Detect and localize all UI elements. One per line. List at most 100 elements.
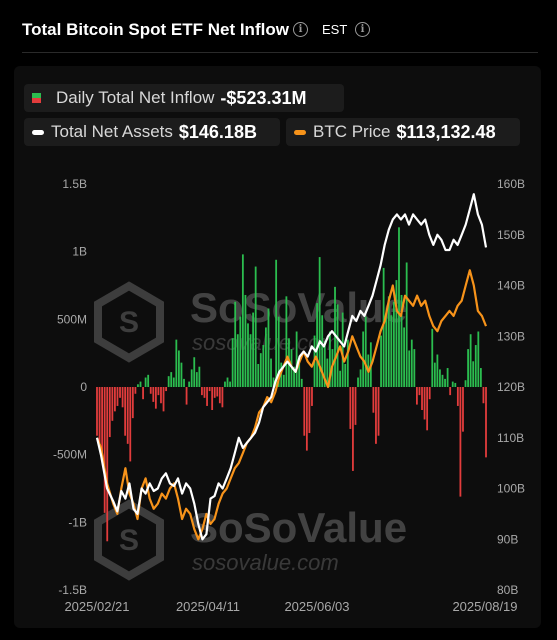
inflow-bar — [137, 384, 139, 387]
timezone-label[interactable]: EST — [322, 22, 348, 37]
sosovalue-logo-icon: S — [94, 499, 164, 581]
inflow-bar — [451, 381, 454, 387]
inflow-bar — [121, 387, 124, 408]
inflow-bar — [277, 316, 280, 387]
legend-btc-price[interactable]: BTC Price $113,132.48 — [286, 118, 520, 146]
line-swatch-icon — [32, 129, 44, 135]
inflow-bar — [216, 387, 219, 397]
x-tick-label: 2025/02/21 — [64, 599, 129, 614]
inflow-bar — [349, 387, 352, 429]
inflow-bar — [257, 363, 260, 387]
inflow-bar — [208, 387, 211, 392]
inflow-bar — [98, 387, 101, 448]
inflow-bar — [328, 331, 331, 387]
line-swatch-icon — [294, 129, 306, 135]
split-swatch-icon — [32, 93, 41, 103]
inflow-bar — [474, 345, 477, 387]
inflow-bar — [439, 369, 441, 387]
inflow-bar — [183, 378, 185, 387]
left-tick-label: -500M — [53, 448, 87, 462]
inflow-bar — [395, 280, 398, 387]
inflow-bar — [380, 335, 382, 387]
right-tick-label: 130B — [497, 329, 525, 343]
inflow-bar — [382, 267, 385, 387]
inflow-bar — [160, 387, 162, 404]
inflow-bar — [116, 387, 119, 406]
inflow-bar — [142, 387, 144, 400]
inflow-bar — [336, 304, 339, 387]
inflow-bar — [456, 387, 459, 406]
inflow-bar — [96, 387, 98, 436]
inflow-bar — [203, 387, 206, 398]
inflow-bar — [236, 334, 239, 387]
inflow-bar — [416, 387, 418, 405]
inflow-bar — [162, 387, 165, 412]
inflow-bar — [398, 227, 400, 387]
inflow-bar — [267, 308, 270, 387]
inflow-bar — [193, 357, 196, 387]
inflow-bar — [375, 387, 377, 444]
inflow-bar — [270, 358, 272, 387]
inflow-bar — [436, 354, 439, 387]
right-tick-label: 160B — [497, 177, 525, 191]
inflow-bar — [185, 387, 188, 405]
info-circle-icon[interactable]: i — [355, 22, 370, 37]
inflow-bar — [275, 259, 278, 387]
inflow-bar — [444, 378, 446, 387]
inflow-bar — [408, 350, 411, 387]
inflow-bar — [352, 387, 354, 471]
right-tick-label: 150B — [497, 228, 525, 242]
inflow-bar — [149, 387, 152, 394]
legend-label: BTC Price — [313, 122, 391, 141]
inflow-bar — [372, 387, 375, 413]
inflow-bar — [344, 363, 347, 387]
inflow-bar — [334, 286, 336, 387]
inflow-bar — [231, 338, 234, 387]
inflow-bar — [285, 296, 288, 387]
inflow-bar — [467, 349, 469, 387]
right-axis: 160B 150B 140B 130B 120B 110B 100B 90B 80B — [497, 177, 525, 597]
inflow-bar — [385, 313, 388, 387]
inflow-bar — [211, 387, 214, 411]
svg-text:S: S — [119, 306, 139, 339]
inflow-bar — [341, 312, 344, 387]
inflow-bar — [259, 353, 262, 387]
chart-card — [14, 66, 541, 628]
inflow-bar — [469, 334, 472, 387]
inflow-bar — [400, 294, 403, 387]
inflow-bar — [249, 334, 252, 387]
inflow-bar — [433, 362, 436, 387]
right-tick-label: 90B — [497, 532, 518, 546]
inflow-bar — [364, 316, 367, 387]
inflow-bar — [423, 387, 426, 420]
inflow-bar — [119, 387, 121, 398]
left-tick-label: 500M — [57, 312, 87, 326]
inflow-bar — [188, 381, 191, 387]
inflow-bar — [295, 331, 298, 387]
inflow-bar — [300, 378, 303, 387]
inflow-bar — [377, 387, 380, 436]
inflow-bar — [357, 377, 359, 387]
inflow-bar — [180, 362, 183, 387]
legend-daily-inflow[interactable]: Daily Total Net Inflow -$523.31M — [24, 84, 344, 112]
inflow-bar — [477, 331, 480, 387]
sosovalue-logo-icon: S — [94, 281, 164, 363]
legend-label: Total Net Assets — [51, 122, 173, 141]
inflow-bar — [247, 323, 249, 387]
inflow-bar — [339, 370, 342, 387]
svg-text:S: S — [119, 524, 139, 557]
legend-value: $146.18B — [178, 121, 257, 142]
chart-header: Total Bitcoin Spot ETF Net Inflow i EST … — [22, 16, 538, 53]
inflow-bar — [413, 349, 416, 387]
legend-total-net-assets[interactable]: Total Net Assets $146.18B — [24, 118, 280, 146]
inflow-bar — [311, 387, 313, 406]
inflow-bar — [139, 381, 142, 387]
info-circle-icon[interactable]: i — [293, 22, 308, 37]
right-tick-label: 140B — [497, 279, 525, 293]
inflow-bar — [464, 380, 467, 387]
inflow-bar — [229, 381, 231, 387]
inflow-bar — [129, 387, 132, 462]
line-series — [95, 193, 488, 541]
inflow-bar — [421, 387, 423, 411]
